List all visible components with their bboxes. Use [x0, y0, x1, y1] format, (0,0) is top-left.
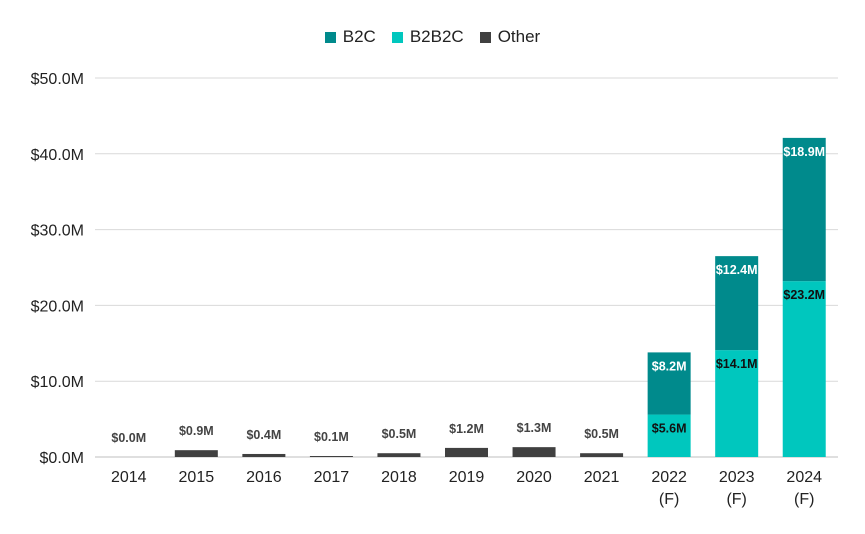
bar-b2c: [782, 137, 826, 282]
bar-b2b2c: [647, 414, 691, 457]
y-tick-label: $40.0M: [31, 147, 84, 164]
legend-item: B2C: [324, 27, 376, 47]
chart-legend: B2C B2B2C Other: [0, 27, 865, 47]
x-tick-label: (F): [794, 491, 814, 508]
x-tick-label: 2016: [246, 469, 282, 486]
legend-item: Other: [479, 27, 541, 47]
data-label: $0.5M: [584, 427, 619, 441]
bar-other: [512, 447, 556, 457]
x-tick-label: 2024: [786, 469, 822, 486]
legend-swatch: [479, 31, 491, 43]
legend-label: Other: [497, 27, 541, 46]
legend-swatch: [324, 31, 336, 43]
data-label: $5.6M: [652, 422, 687, 436]
legend-item: B2B2C: [391, 27, 464, 47]
data-label: $23.2M: [783, 288, 825, 302]
bar-b2c: [715, 256, 759, 351]
data-label: $1.2M: [449, 422, 484, 436]
data-label: $18.9M: [783, 145, 825, 159]
legend-swatch: [391, 31, 403, 43]
data-label: $1.3M: [517, 421, 552, 435]
data-label: $0.1M: [314, 430, 349, 444]
x-tick-label: 2018: [381, 469, 417, 486]
x-tick-label: 2021: [584, 469, 620, 486]
y-tick-label: $50.0M: [31, 71, 84, 88]
y-tick-label: $30.0M: [31, 223, 84, 240]
y-tick-label: $10.0M: [31, 374, 84, 391]
x-tick-label: 2014: [111, 469, 147, 486]
bar-b2c: [647, 352, 691, 415]
bar-b2b2c: [782, 281, 826, 457]
data-label: $0.5M: [382, 427, 417, 441]
x-tick-label: (F): [726, 491, 746, 508]
x-tick-label: 2015: [179, 469, 215, 486]
legend-label: B2C: [342, 27, 376, 46]
bar-other: [309, 456, 353, 457]
data-label: $12.4M: [716, 263, 758, 277]
legend-label: B2B2C: [409, 27, 464, 46]
data-label: $8.2M: [652, 359, 687, 373]
data-label: $0.4M: [246, 428, 281, 442]
x-tick-label: 2020: [516, 469, 552, 486]
bar-other: [242, 453, 286, 457]
bar-other: [580, 453, 624, 457]
x-tick-label: 2023: [719, 469, 755, 486]
x-tick-label: 2017: [314, 469, 350, 486]
x-tick-label: 2019: [449, 469, 485, 486]
y-tick-label: $0.0M: [40, 450, 84, 467]
bar-other: [445, 447, 488, 457]
data-label: $0.9M: [179, 424, 214, 438]
bar-other: [174, 450, 218, 457]
data-label: $14.1M: [716, 357, 758, 371]
x-tick-label: 2022: [651, 469, 687, 486]
bar-other: [377, 453, 421, 457]
bar-b2b2c: [715, 350, 759, 457]
y-tick-label: $20.0M: [31, 298, 84, 315]
x-tick-label: (F): [659, 491, 679, 508]
data-label: $0.0M: [111, 431, 146, 445]
